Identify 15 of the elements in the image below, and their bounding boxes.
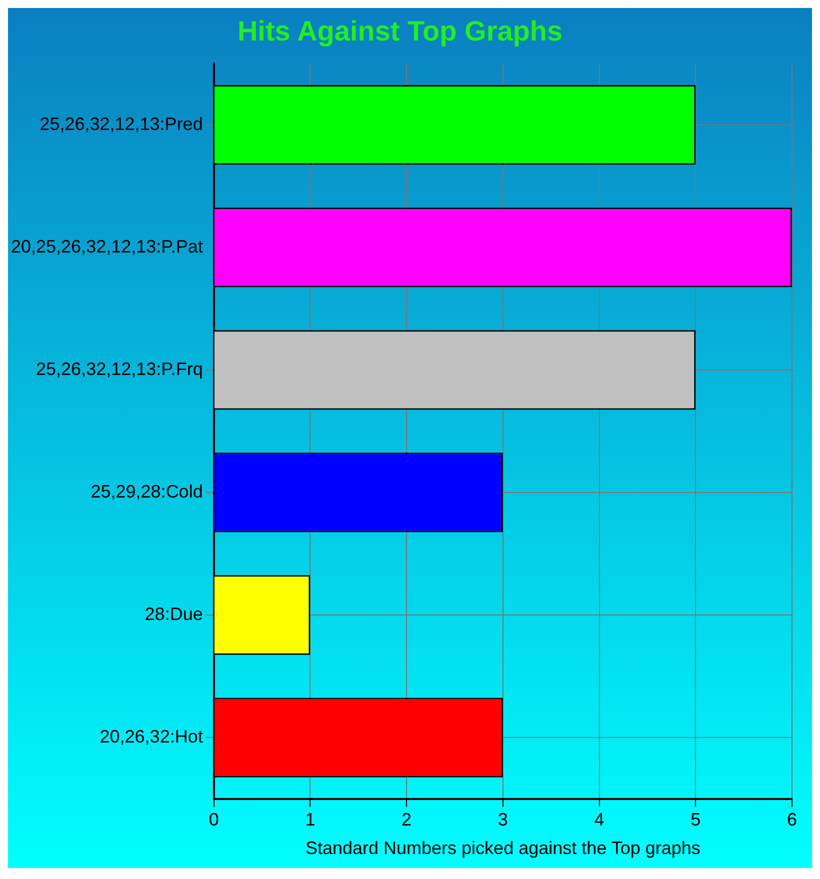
- x-tick-label: 2: [402, 810, 412, 830]
- x-axis-title: Standard Numbers picked against the Top graphs: [305, 838, 700, 858]
- x-tick-label: 3: [498, 810, 508, 830]
- x-tick-label: 6: [786, 810, 798, 830]
- x-tick-label: 4: [594, 810, 604, 830]
- y-tick-label: 20,25,26,32,12,13:P.Pat: [10, 236, 203, 256]
- chart-title: Hits Against Top Graphs: [237, 16, 563, 47]
- y-tick-label: 25,26,32,12,13:P.Frq: [36, 358, 203, 379]
- y-tick-label: 20,26,32:Hot: [100, 726, 203, 746]
- x-tick-label: 1: [305, 810, 316, 830]
- x-tick-label: 5: [690, 810, 701, 830]
- y-tick-label: 25,26,32,12,13:Pred: [40, 114, 203, 134]
- x-tick-label: 0: [208, 810, 219, 830]
- y-tick-label: 28:Due: [144, 604, 203, 624]
- y-tick-label: 25,29,28:Cold: [90, 481, 203, 502]
